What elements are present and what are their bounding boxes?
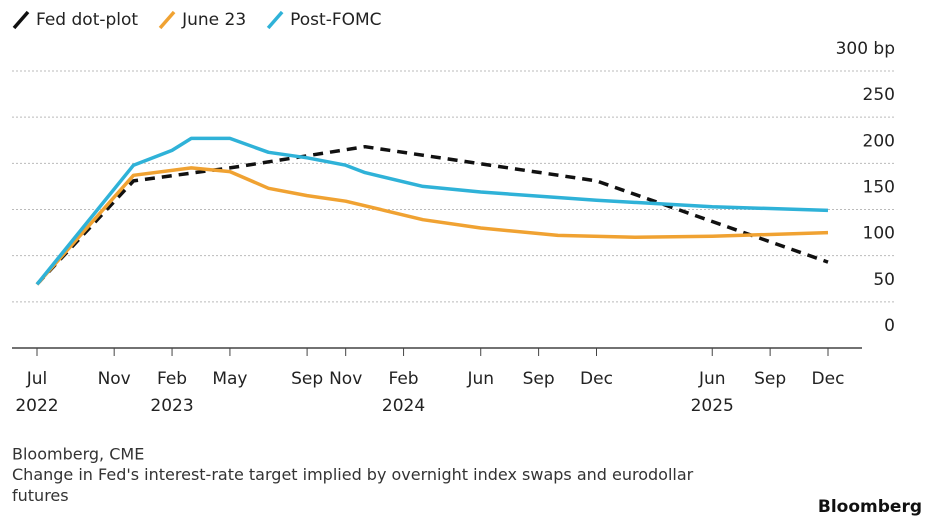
x-year-label: 2025 xyxy=(691,396,734,416)
y-tick-label: 150 xyxy=(863,178,895,198)
note: Change in Fed's interest-rate target imp… xyxy=(12,465,694,505)
x-tick-label: Nov xyxy=(329,369,362,389)
x-year-label: 2023 xyxy=(150,396,193,416)
note-box: Change in Fed's interest-rate target imp… xyxy=(12,465,694,505)
series-line xyxy=(35,136,829,286)
brand: Bloomberg xyxy=(818,497,922,517)
x-tick-label: Sep xyxy=(291,369,323,389)
x-tick-label: Sep xyxy=(523,369,555,389)
legend-swatch xyxy=(12,10,30,30)
legend-label: Post-FOMC xyxy=(290,10,381,30)
legend-swatch xyxy=(158,10,176,30)
x-tick-label: Nov xyxy=(98,369,131,389)
y-tick-label: 0 xyxy=(884,316,895,336)
legend-label: June 23 xyxy=(181,10,246,30)
series-line xyxy=(35,144,829,286)
y-tick-label: 200 xyxy=(863,131,895,151)
y-tick-label: 50 xyxy=(873,270,895,290)
y-tick-label: 300 bp xyxy=(836,39,895,59)
y-tick-label: 100 xyxy=(863,224,895,244)
y-tick-label: 250 xyxy=(863,85,895,105)
x-tick-label: Sep xyxy=(754,369,786,389)
x-tick-label: Dec xyxy=(580,369,613,389)
legend-swatch xyxy=(266,10,284,30)
x-tick-label: Jun xyxy=(466,369,494,389)
x-year-label: 2022 xyxy=(15,396,58,416)
x-tick-label: Jun xyxy=(698,369,726,389)
x-year-label: 2024 xyxy=(382,396,425,416)
source: Bloomberg, CME xyxy=(12,445,144,464)
x-tick-label: Feb xyxy=(157,369,187,389)
series-line xyxy=(35,166,829,286)
x-tick-label: Feb xyxy=(389,369,419,389)
x-tick-label: Jul xyxy=(26,369,48,389)
legend-label: Fed dot-plot xyxy=(36,10,138,30)
x-tick-label: May xyxy=(212,369,247,389)
x-tick-label: Dec xyxy=(812,369,845,389)
